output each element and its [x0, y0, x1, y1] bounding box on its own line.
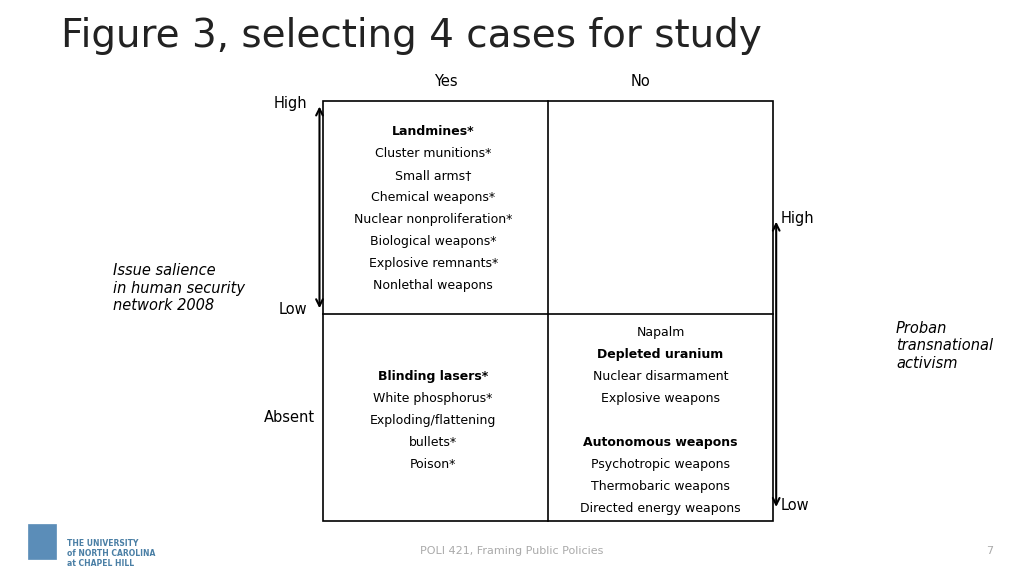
Text: Proban
transnational
activism: Proban transnational activism	[896, 321, 993, 370]
Text: High: High	[273, 96, 307, 111]
Text: Thermobaric weapons: Thermobaric weapons	[591, 480, 730, 492]
Text: Low: Low	[780, 498, 809, 513]
Text: Nuclear disarmament: Nuclear disarmament	[593, 370, 728, 383]
Bar	[323, 101, 773, 521]
Text: Issue salience
in human security
network 2008: Issue salience in human security network…	[114, 263, 245, 313]
Text: POLI 421, Framing Public Policies: POLI 421, Framing Public Policies	[420, 546, 604, 556]
Text: Landmines*: Landmines*	[392, 126, 474, 138]
Text: No: No	[630, 74, 650, 89]
Text: Psychotropic weapons: Psychotropic weapons	[591, 458, 730, 471]
Text: Yes: Yes	[433, 74, 458, 89]
Text: 7: 7	[986, 546, 993, 556]
Text: Explosive weapons: Explosive weapons	[601, 392, 720, 405]
Text: Poison*: Poison*	[410, 458, 457, 471]
Text: Nonlethal weapons: Nonlethal weapons	[374, 279, 493, 291]
Text: Cluster munitions*: Cluster munitions*	[375, 147, 492, 160]
Bar	[28, 524, 56, 559]
Text: THE UNIVERSITY
of NORTH CAROLINA
at CHAPEL HILL: THE UNIVERSITY of NORTH CAROLINA at CHAP…	[67, 539, 155, 569]
Text: Exploding/flattening: Exploding/flattening	[370, 414, 497, 427]
Text: Directed energy weapons: Directed energy weapons	[581, 502, 740, 514]
Text: Small arms†: Small arms†	[395, 169, 471, 182]
Text: Biological weapons*: Biological weapons*	[370, 235, 497, 248]
Text: Napalm: Napalm	[636, 327, 685, 339]
Text: Autonomous weapons: Autonomous weapons	[584, 436, 737, 449]
Text: Figure 3, selecting 4 cases for study: Figure 3, selecting 4 cases for study	[61, 17, 762, 55]
Text: Explosive remnants*: Explosive remnants*	[369, 257, 498, 270]
Text: Depleted uranium: Depleted uranium	[597, 348, 724, 361]
Text: High: High	[780, 211, 814, 226]
Text: bullets*: bullets*	[410, 436, 457, 449]
Text: Low: Low	[279, 302, 307, 317]
Text: Absent: Absent	[264, 410, 315, 425]
Text: Blinding lasers*: Blinding lasers*	[378, 370, 488, 383]
Text: Nuclear nonproliferation*: Nuclear nonproliferation*	[354, 213, 512, 226]
Text: Chemical weapons*: Chemical weapons*	[371, 191, 496, 204]
Text: White phosphorus*: White phosphorus*	[374, 392, 493, 405]
